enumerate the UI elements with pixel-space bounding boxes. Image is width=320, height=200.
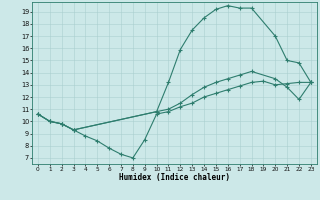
X-axis label: Humidex (Indice chaleur): Humidex (Indice chaleur) <box>119 173 230 182</box>
